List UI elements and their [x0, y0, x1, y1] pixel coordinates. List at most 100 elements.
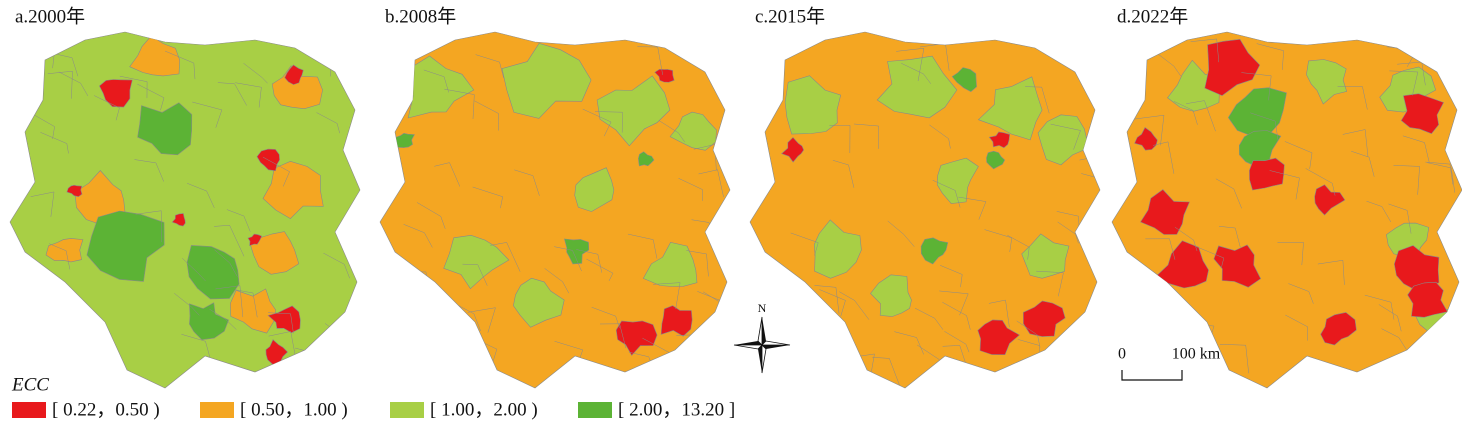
county-border	[896, 47, 925, 82]
county-region	[936, 157, 979, 204]
legend-label: [ 0.22，0.50 )	[52, 399, 160, 420]
county-border	[209, 308, 237, 330]
map-panel: b.2008年	[379, 5, 731, 389]
county-border	[1427, 162, 1456, 193]
county-border	[474, 100, 499, 131]
county-border	[586, 258, 614, 282]
county-border	[1337, 85, 1368, 110]
county-region	[66, 184, 83, 198]
county-border	[403, 224, 433, 248]
county-region	[1213, 244, 1262, 288]
legend-title: ECC	[11, 374, 49, 395]
legend-swatch	[12, 402, 46, 418]
county-border	[472, 186, 503, 209]
regions	[768, 43, 1100, 388]
map-panel: d.2022年	[1111, 5, 1462, 389]
county-border	[1215, 178, 1242, 209]
county-border	[853, 123, 879, 149]
county-border	[174, 293, 200, 316]
county-border	[295, 355, 324, 383]
county-region	[1167, 59, 1220, 112]
county-border	[932, 179, 961, 208]
county-region	[920, 237, 949, 265]
county-border	[794, 332, 824, 359]
county-border	[31, 327, 55, 358]
county-border	[940, 265, 963, 288]
county-border	[1402, 135, 1430, 163]
panel-label: b.2008年	[385, 5, 456, 27]
county-border	[323, 252, 350, 279]
county-region	[129, 35, 181, 77]
county-border	[30, 191, 55, 217]
panel-label: d.2022年	[1117, 5, 1188, 27]
county-region	[1249, 157, 1285, 191]
county-border	[1007, 234, 1030, 260]
county-border	[53, 53, 79, 77]
scale-label: 0	[1118, 346, 1126, 363]
county-region	[189, 302, 229, 341]
county-region	[284, 64, 304, 85]
county-border	[1241, 72, 1272, 101]
county-region	[986, 150, 1006, 170]
county-region	[137, 102, 193, 156]
county-border	[467, 307, 496, 333]
county-border	[1050, 123, 1081, 150]
panel-label: a.2000年	[15, 5, 85, 27]
county-region	[988, 131, 1011, 149]
county-border	[137, 83, 165, 111]
county-border	[181, 334, 212, 361]
county-border	[49, 243, 71, 270]
map-panel: c.2015年	[749, 5, 1101, 389]
county-border	[1036, 270, 1064, 297]
legend-swatch	[390, 402, 424, 418]
county-border	[1317, 259, 1345, 285]
county-border	[119, 75, 148, 99]
county-border	[215, 285, 244, 318]
county-border	[235, 82, 262, 108]
scale-bar: 0 100 km	[1118, 346, 1221, 381]
county-region	[86, 210, 165, 282]
county-region	[654, 68, 675, 83]
county-border	[268, 312, 294, 334]
county-border	[914, 307, 944, 330]
county-region	[1314, 184, 1346, 216]
county-border	[214, 249, 238, 277]
county-region	[563, 238, 590, 265]
county-border	[1219, 226, 1241, 248]
county-border	[929, 124, 951, 149]
county-border	[1064, 332, 1089, 362]
county-border	[819, 289, 846, 317]
county-border	[1284, 141, 1313, 170]
county-region	[247, 233, 263, 247]
county-border	[192, 101, 223, 128]
county-border	[1129, 330, 1153, 356]
county-border	[1145, 238, 1176, 260]
county-border	[627, 233, 658, 259]
county-region	[229, 288, 277, 334]
county-region	[1407, 281, 1448, 318]
county-region	[271, 65, 323, 110]
county-border	[226, 209, 251, 232]
county-region	[171, 213, 186, 227]
county-region	[1134, 127, 1158, 151]
county-border	[1442, 46, 1462, 77]
county-region	[443, 234, 510, 290]
county-region	[977, 76, 1043, 141]
county-region	[876, 55, 958, 119]
county-border	[829, 125, 851, 154]
county-border	[594, 111, 623, 133]
county-region	[249, 231, 300, 275]
county-region	[513, 277, 565, 328]
county-border	[464, 351, 494, 380]
county-border	[1190, 38, 1220, 63]
county-border	[1366, 200, 1392, 223]
county-border	[582, 108, 612, 137]
county-border	[1342, 129, 1369, 157]
county-border	[1154, 51, 1181, 77]
county-region	[781, 136, 805, 163]
county-border	[1256, 43, 1284, 70]
county-border	[678, 178, 703, 201]
legend-swatch	[200, 402, 234, 418]
legend: ECC [ 0.22，0.50 ) [ 0.50，1.00 ) [ 1.00，2.0…	[11, 374, 735, 420]
county-border	[514, 169, 540, 196]
